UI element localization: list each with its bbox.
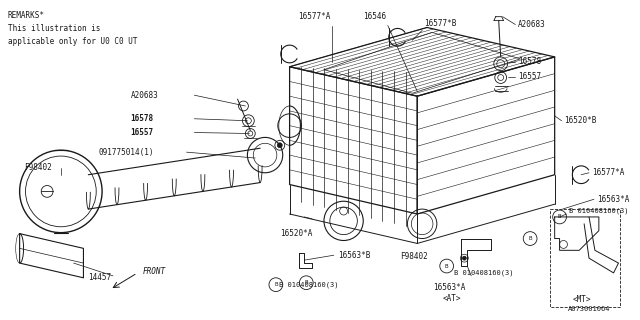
Text: B: B	[445, 264, 449, 268]
Text: F98402: F98402	[401, 252, 428, 261]
Text: 16557: 16557	[131, 128, 154, 137]
Text: 16520*B: 16520*B	[564, 116, 597, 125]
Text: F98402: F98402	[24, 163, 52, 172]
Text: A20683: A20683	[518, 20, 546, 29]
Text: 16546: 16546	[364, 12, 387, 20]
Text: 16557: 16557	[518, 72, 541, 81]
Text: B: B	[528, 236, 532, 241]
Text: <MT>: <MT>	[573, 295, 591, 304]
Text: 16563*B: 16563*B	[338, 251, 370, 260]
Text: B 010408160(3): B 010408160(3)	[570, 207, 629, 214]
Text: 16563*A: 16563*A	[597, 195, 629, 204]
Text: A073001064: A073001064	[568, 306, 611, 312]
Text: A20683: A20683	[131, 91, 158, 100]
Text: B 010408160(3): B 010408160(3)	[279, 281, 339, 288]
Bar	[550, 209, 620, 307]
Text: B 010408160(3): B 010408160(3)	[454, 270, 513, 276]
Text: 16577*A: 16577*A	[592, 168, 625, 177]
Text: FRONT: FRONT	[142, 268, 166, 276]
Text: <AT>: <AT>	[442, 293, 461, 302]
Text: 091775014(1): 091775014(1)	[98, 148, 154, 157]
Circle shape	[277, 143, 282, 148]
Text: 16577*A: 16577*A	[298, 12, 330, 20]
Text: 16520*A: 16520*A	[280, 229, 312, 238]
Text: 16577*B: 16577*B	[424, 20, 456, 28]
Text: 16578: 16578	[518, 57, 541, 66]
Text: B: B	[558, 214, 561, 220]
Text: B: B	[274, 282, 278, 287]
Text: 16563*A: 16563*A	[433, 283, 466, 292]
Circle shape	[462, 256, 467, 260]
Text: 16578: 16578	[131, 114, 154, 123]
Text: 14457: 14457	[88, 273, 111, 282]
Text: REMARKS*
This illustration is
applicable only for U0 C0 UT: REMARKS* This illustration is applicable…	[8, 11, 138, 46]
Text: B: B	[305, 280, 308, 285]
